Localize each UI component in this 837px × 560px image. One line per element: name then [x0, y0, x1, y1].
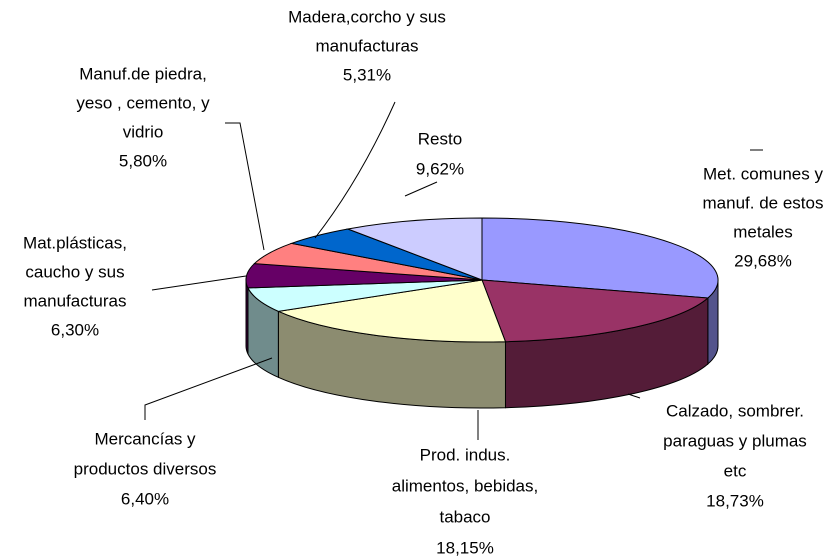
- slice-side: [245, 279, 249, 355]
- category-label: Resto: [418, 129, 462, 148]
- leader-line: [151, 275, 247, 291]
- value-label: 18,15%: [436, 538, 494, 557]
- category-label: alimentos, bebidas,: [392, 476, 538, 495]
- slice: [481, 217, 719, 299]
- leader-line: [627, 393, 641, 399]
- pie-sides: [245, 279, 719, 409]
- value-label: 6,40%: [121, 489, 169, 508]
- pie-tops: [245, 217, 719, 343]
- category-label: Mat.plásticas,: [23, 233, 127, 252]
- category-label: Prod. indus.: [420, 445, 511, 464]
- value-label: 5,31%: [343, 65, 391, 84]
- category-label: manufacturas: [316, 36, 419, 55]
- leader-line: [225, 122, 265, 251]
- category-label: paraguas y plumas: [663, 431, 807, 450]
- labels: Met. comunes y manuf. de estos metales 29,6…: [23, 7, 823, 557]
- category-label: productos diversos: [74, 459, 217, 478]
- slice: [276, 279, 507, 343]
- category-label: Mercancías y: [94, 429, 196, 448]
- leader-line: [144, 357, 273, 420]
- category-label: manufacturas: [24, 291, 127, 310]
- value-label: 5,80%: [119, 151, 167, 170]
- category-label: caucho y sus: [25, 262, 124, 281]
- value-label: 9,62%: [416, 159, 464, 178]
- category-label: manuf. de estos: [703, 193, 824, 212]
- slice: [481, 279, 710, 343]
- category-label: etc: [724, 461, 747, 480]
- leader-line: [404, 181, 438, 197]
- value-label: 29,68%: [734, 251, 792, 270]
- category-label: Madera,corcho y sus: [288, 7, 446, 26]
- category-label: tabaco: [439, 507, 490, 526]
- category-label: metales: [733, 222, 793, 241]
- category-label: Met. comunes y: [703, 164, 823, 183]
- value-label: 6,30%: [51, 320, 99, 339]
- slice: [346, 217, 483, 281]
- category-label: yeso , cemento, y: [76, 93, 210, 112]
- value-label: 18,73%: [706, 491, 764, 510]
- leader-lines: [144, 101, 763, 440]
- category-label: Manuf.de piedra,: [79, 64, 207, 83]
- category-label: vidrio: [123, 122, 164, 141]
- category-label: Calzado, sombrer.: [666, 401, 804, 420]
- leader-line: [314, 101, 396, 239]
